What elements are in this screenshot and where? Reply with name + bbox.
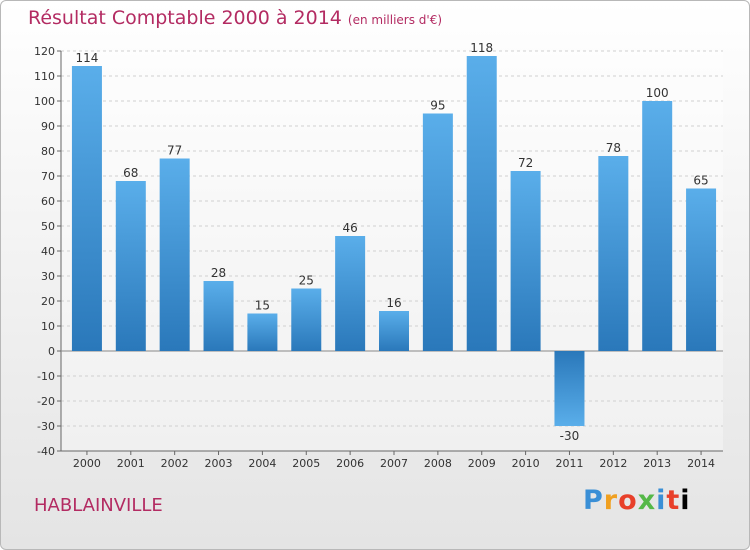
y-tick-label: 60 xyxy=(41,195,55,208)
bar-2011 xyxy=(554,351,585,426)
y-tick-label: 90 xyxy=(41,120,55,133)
data-label-2000: 114 xyxy=(75,51,98,65)
x-tick-label-2001: 2001 xyxy=(117,457,145,470)
y-tick-label: 50 xyxy=(41,220,55,233)
y-tick-label: 30 xyxy=(41,270,55,283)
y-tick-label: 20 xyxy=(41,295,55,308)
y-tick-label: 120 xyxy=(34,45,55,58)
bar-2000 xyxy=(71,66,102,351)
bar-2009 xyxy=(466,56,497,351)
x-tick-label-2010: 2010 xyxy=(512,457,540,470)
data-label-2008: 95 xyxy=(430,99,445,113)
bar-2010 xyxy=(510,171,541,351)
x-tick-label-2011: 2011 xyxy=(555,457,583,470)
bar-2005 xyxy=(291,288,322,351)
bar-2006 xyxy=(335,236,366,351)
data-label-2012: 78 xyxy=(606,141,621,155)
title-text: Résultat Comptable 2000 à 2014 xyxy=(28,7,342,29)
y-tick-label: -10 xyxy=(37,370,55,383)
x-tick-label-2006: 2006 xyxy=(336,457,364,470)
x-tick-label-2012: 2012 xyxy=(599,457,627,470)
y-tick-label: -20 xyxy=(37,395,55,408)
data-label-2009: 118 xyxy=(470,41,493,55)
data-label-2003: 28 xyxy=(211,266,226,280)
x-tick-label-2002: 2002 xyxy=(161,457,189,470)
data-label-2014: 65 xyxy=(693,174,708,188)
bar-2013 xyxy=(642,101,673,351)
y-tick-label: 100 xyxy=(34,95,55,108)
x-tick-label-2004: 2004 xyxy=(248,457,276,470)
y-tick-label: -40 xyxy=(37,445,55,458)
x-tick-label-2013: 2013 xyxy=(643,457,671,470)
bar-2008 xyxy=(422,113,453,351)
data-label-2004: 15 xyxy=(255,299,270,313)
x-tick-label-2000: 2000 xyxy=(73,457,101,470)
bar-2002 xyxy=(159,158,190,351)
bar-2014 xyxy=(686,188,717,351)
proxiti-logo: Proxiti xyxy=(583,485,691,516)
x-tick-label-2007: 2007 xyxy=(380,457,408,470)
bar-2004 xyxy=(247,313,278,351)
y-tick-label: 10 xyxy=(41,320,55,333)
y-tick-label: 40 xyxy=(41,245,55,258)
x-tick-label-2003: 2003 xyxy=(205,457,233,470)
bar-2007 xyxy=(379,311,409,351)
data-label-2001: 68 xyxy=(123,166,138,180)
commune-name: HABLAINVILLE xyxy=(34,495,163,516)
y-tick-label: 70 xyxy=(41,170,55,183)
y-tick-label: -30 xyxy=(37,420,55,433)
x-tick-label-2014: 2014 xyxy=(687,457,715,470)
data-label-2010: 72 xyxy=(518,156,533,170)
data-label-2013: 100 xyxy=(646,86,669,100)
chart-title: Résultat Comptable 2000 à 2014 (en millie… xyxy=(28,7,442,29)
data-label-2006: 46 xyxy=(342,221,357,235)
x-tick-label-2005: 2005 xyxy=(292,457,320,470)
data-label-2011: -30 xyxy=(560,429,580,443)
x-tick-label-2008: 2008 xyxy=(424,457,452,470)
y-tick-label: 80 xyxy=(41,145,55,158)
data-label-2005: 25 xyxy=(299,274,314,288)
title-unit: (en milliers d'€) xyxy=(347,13,443,27)
x-tick-label-2009: 2009 xyxy=(468,457,496,470)
data-label-2002: 77 xyxy=(167,144,182,158)
data-label-2007: 16 xyxy=(386,296,401,310)
bar-2012 xyxy=(598,156,629,351)
y-tick-label: 0 xyxy=(48,345,55,358)
y-tick-label: 110 xyxy=(34,70,55,83)
bar-2001 xyxy=(115,181,146,351)
bar-2003 xyxy=(203,281,234,351)
